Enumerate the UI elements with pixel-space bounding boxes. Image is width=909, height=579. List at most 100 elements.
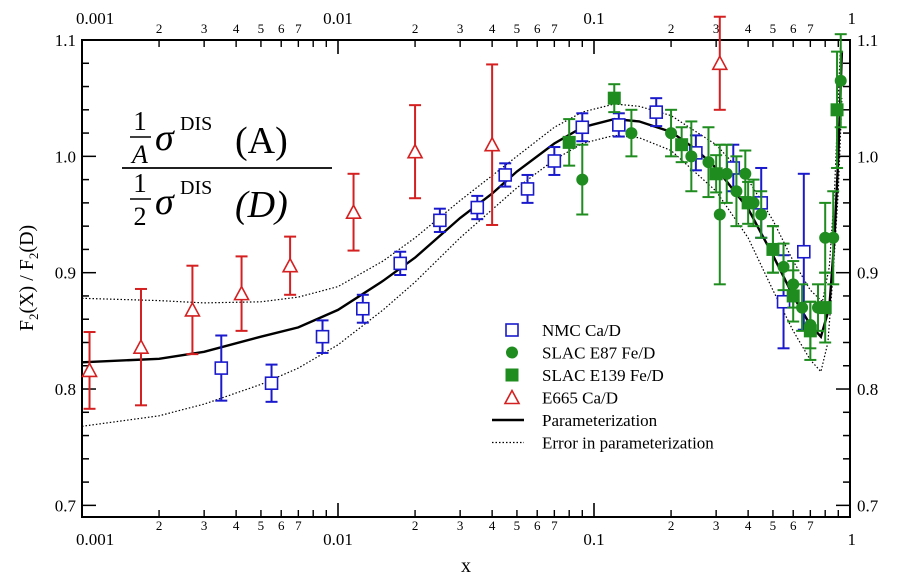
error-band-curve	[81, 98, 843, 427]
data-point	[675, 138, 689, 152]
data-point	[786, 289, 800, 303]
x-minor-label: 5	[514, 518, 521, 533]
data-point	[741, 196, 755, 210]
x-minor-label: 5	[770, 518, 777, 533]
data-point	[470, 200, 485, 215]
data-point	[803, 324, 817, 338]
y-tick-label: 1.0	[857, 147, 878, 166]
legend-label: E665 Ca/D	[542, 389, 618, 408]
data-point	[356, 301, 370, 316]
data-point	[685, 150, 698, 163]
x-minor-label: 4	[745, 21, 752, 36]
formula-num-coef-bottom: A	[130, 140, 148, 169]
legend: NMC Ca/D SLAC E87 Fe/D SLAC E139 Fe/D E665 …	[492, 321, 714, 453]
formula-den-coef-top: 1	[133, 168, 147, 198]
x-minor-label: 3	[457, 518, 464, 533]
data-point	[625, 127, 638, 140]
data-point	[393, 256, 408, 271]
data-point	[830, 103, 844, 117]
x-minor-label: 5	[258, 21, 265, 36]
x-major-label: 0.01	[323, 9, 353, 28]
formula-den-sup: DIS	[180, 177, 212, 199]
axis-ticks	[81, 39, 851, 517]
y-axis-title: F2(X) / F2(D)	[16, 225, 41, 331]
data-point	[649, 105, 664, 119]
data-point	[184, 301, 201, 317]
legend-swatch	[505, 368, 519, 382]
legend-swatch	[506, 346, 518, 359]
data-point	[777, 260, 790, 273]
curves	[81, 39, 844, 427]
data-point	[406, 143, 424, 159]
y-tick-label: 1.0	[55, 147, 76, 166]
legend-swatch	[503, 388, 521, 405]
formula-annotation: 1 A σ DIS (A) 1 2 σ DIS (D)	[122, 106, 332, 231]
data-point	[433, 213, 447, 228]
y-tick-label: 1.1	[857, 31, 878, 50]
x-minor-label: 7	[807, 21, 814, 36]
x-minor-label: 3	[201, 21, 208, 36]
x-minor-label: 3	[713, 518, 720, 533]
legend-label: Parameterization	[542, 411, 658, 430]
data-point	[702, 156, 715, 169]
x-major-label: 1	[848, 9, 857, 28]
x-axis-title: x	[461, 555, 471, 577]
x-minor-label: 7	[551, 21, 558, 36]
x-minor-label: 7	[295, 21, 302, 36]
y-tick-label: 0.7	[55, 496, 77, 515]
data-point	[739, 167, 752, 180]
x-major-label: 0.001	[76, 530, 114, 549]
data-point	[483, 136, 501, 152]
data-point	[755, 208, 768, 221]
x-minor-label: 4	[745, 518, 752, 533]
y-tick-label: 0.8	[857, 380, 878, 399]
formula-den-arg: (D)	[235, 184, 288, 226]
x-minor-label: 5	[258, 518, 265, 533]
legend-label: NMC Ca/D	[542, 321, 621, 340]
data-point	[562, 135, 576, 149]
data-point	[576, 173, 589, 186]
formula-num-coef-top: 1	[133, 106, 147, 136]
y-tick-label: 0.9	[857, 264, 878, 283]
x-minor-label: 2	[412, 518, 419, 533]
x-minor-label: 4	[489, 21, 496, 36]
data-point	[797, 244, 811, 259]
x-minor-label: 6	[278, 21, 285, 36]
x-major-label: 0.01	[323, 530, 353, 549]
x-minor-label: 6	[790, 21, 797, 36]
data-point	[766, 242, 780, 256]
x-minor-label: 5	[514, 21, 521, 36]
x-major-label: 1	[848, 530, 857, 549]
legend-swatch	[505, 323, 519, 337]
data-point	[498, 168, 513, 182]
legend-label: SLAC E87 Fe/D	[542, 344, 655, 363]
data-point	[520, 182, 535, 196]
x-minor-label: 7	[551, 518, 558, 533]
formula-den-coef-bottom: 2	[134, 202, 147, 231]
data-point	[132, 338, 150, 354]
data-point	[214, 361, 229, 375]
formula-den-sigma: σ	[155, 181, 175, 223]
data-point	[709, 167, 723, 181]
tick-labels: 2233445566772233445566772233445566770.00…	[55, 9, 879, 549]
x-minor-label: 3	[457, 21, 464, 36]
x-minor-label: 7	[807, 518, 814, 533]
y-tick-label: 0.8	[55, 380, 76, 399]
data-point	[796, 301, 809, 314]
data-point	[264, 376, 279, 391]
data-point	[315, 329, 330, 344]
data-point	[612, 118, 626, 132]
data-point	[81, 361, 98, 378]
legend-label: Error in parameterization	[542, 434, 714, 453]
x-minor-label: 6	[278, 518, 285, 533]
formula-num-sup: DIS	[180, 113, 212, 135]
x-minor-label: 4	[233, 518, 240, 533]
data-point	[575, 120, 590, 135]
x-minor-label: 2	[668, 21, 675, 36]
x-minor-label: 3	[713, 21, 720, 36]
data-point	[281, 257, 299, 273]
plot-frame	[81, 39, 851, 518]
data-point	[818, 301, 832, 315]
y-tick-label: 0.7	[857, 496, 879, 515]
